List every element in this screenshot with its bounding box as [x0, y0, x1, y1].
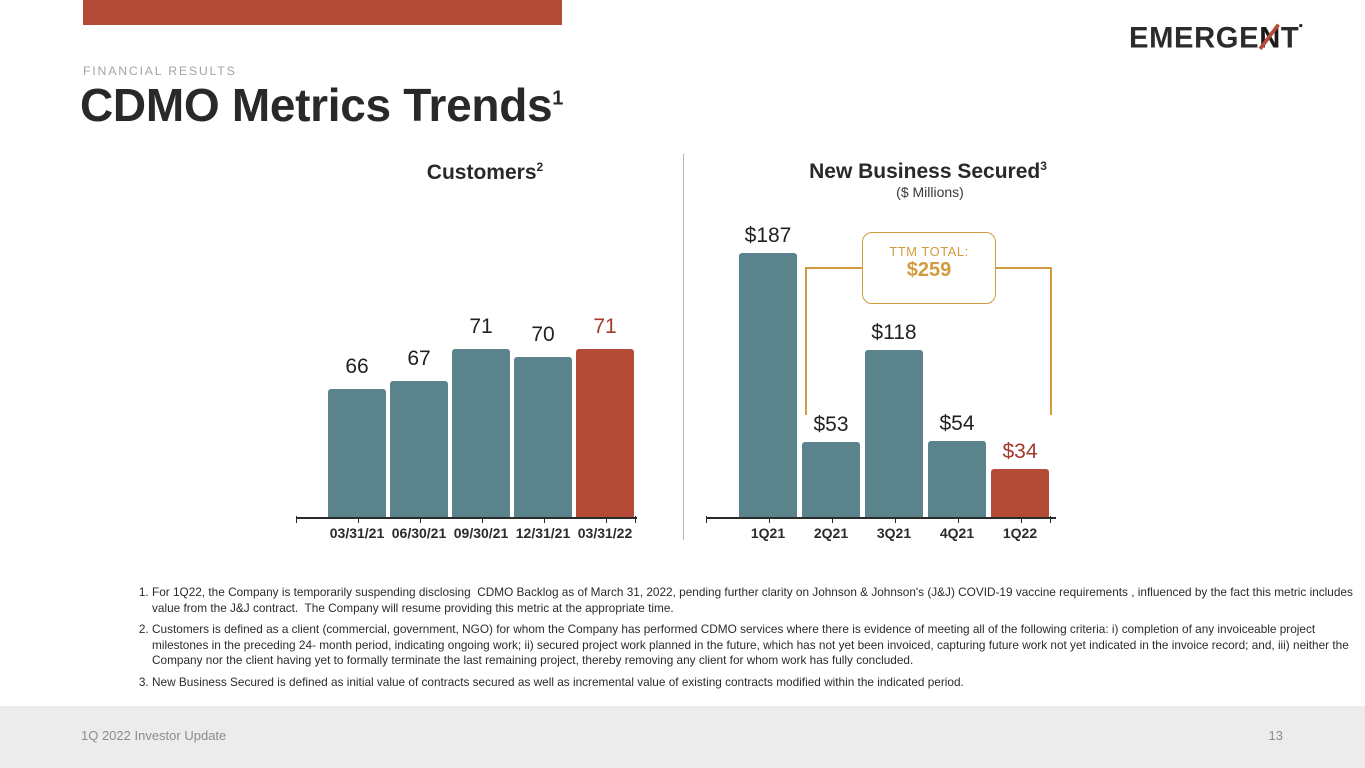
svg-text:T: T	[1281, 22, 1299, 54]
svg-text:G: G	[1216, 22, 1239, 54]
svg-text:E: E	[1239, 22, 1258, 54]
svg-text:E: E	[1129, 22, 1148, 54]
svg-text:R: R	[1194, 22, 1215, 54]
svg-text:M: M	[1149, 22, 1173, 54]
svg-text:E: E	[1174, 22, 1193, 54]
